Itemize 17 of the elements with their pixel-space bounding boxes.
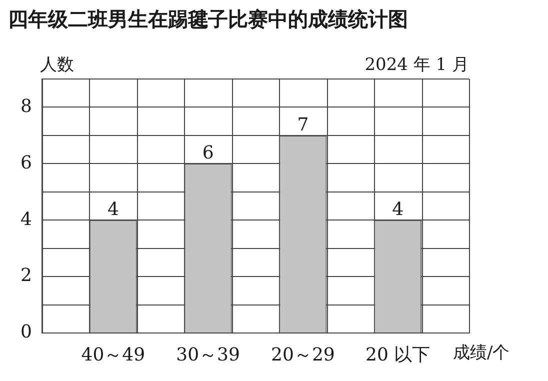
x-axis-title: 成绩/个 [453,343,510,363]
x-tick-label: 20～29 [271,344,335,366]
chart-subtitle: 2024 年 1 月 [364,55,469,75]
y-tick-label: 6 [20,152,32,174]
y-tick-label: 4 [20,208,32,230]
chart-title: 四年级二班男生在踢毽子比赛中的成绩统计图 [8,7,408,31]
x-tick-label: 30～39 [176,344,240,366]
data-label: 4 [107,199,119,220]
y-axis-title: 人数 [40,55,74,75]
y-tick-label: 0 [20,322,32,343]
data-label: 6 [202,142,214,164]
data-label: 7 [297,114,309,136]
data-label: 4 [392,199,404,220]
x-tick-label: 20 以下 [366,344,430,366]
x-tick-label: 40～49 [81,344,146,366]
y-tick-label: 8 [20,96,32,117]
y-tick-label: 2 [20,265,32,286]
